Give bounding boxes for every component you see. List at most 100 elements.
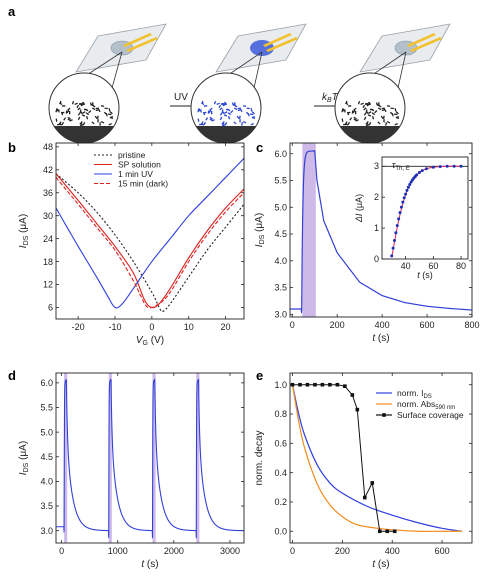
molecule bbox=[382, 115, 385, 120]
molecules-1 bbox=[55, 100, 114, 127]
x-tick-label: 400 bbox=[385, 546, 400, 556]
molecule bbox=[395, 111, 399, 115]
electrode-3b bbox=[410, 37, 442, 52]
y-tick-label: 3.5 bbox=[40, 501, 53, 511]
y-label-sub: DS bbox=[23, 235, 30, 245]
plot-frame bbox=[55, 372, 245, 544]
y-label-sub: DS bbox=[23, 462, 30, 472]
data-point bbox=[394, 231, 398, 235]
molecule bbox=[77, 107, 81, 111]
x-tick-label: 0 bbox=[149, 322, 154, 332]
data-point bbox=[397, 217, 401, 221]
molecule bbox=[251, 116, 256, 120]
molecule bbox=[367, 114, 372, 117]
y-label-main: I bbox=[254, 244, 265, 247]
molecule bbox=[223, 114, 228, 117]
y-tick-label: 0.4 bbox=[274, 468, 287, 478]
molecule bbox=[363, 112, 367, 116]
data-point bbox=[391, 246, 395, 250]
y-tick-label: 18 bbox=[43, 257, 53, 267]
x-label-sub: G bbox=[143, 340, 148, 347]
x-tick-label: 600 bbox=[420, 320, 435, 330]
molecule bbox=[197, 108, 200, 113]
molecule bbox=[65, 110, 68, 114]
data-point bbox=[406, 185, 410, 189]
molecule bbox=[109, 111, 113, 115]
data-point bbox=[459, 164, 463, 168]
legend-label: pristine bbox=[118, 150, 146, 160]
molecule bbox=[91, 107, 96, 111]
data-point bbox=[438, 165, 442, 169]
molecule bbox=[108, 122, 112, 126]
molecule bbox=[391, 112, 394, 117]
plot-area bbox=[290, 143, 472, 317]
x-label-main: t bbox=[372, 559, 376, 570]
panel-d-letter: d bbox=[8, 368, 16, 383]
data-point bbox=[313, 382, 317, 387]
x-tick-label: 1000 bbox=[108, 546, 128, 556]
data-point bbox=[335, 382, 340, 387]
molecule bbox=[71, 100, 75, 105]
y-tick-label: 48 bbox=[43, 142, 53, 152]
electrode-2b bbox=[266, 37, 298, 52]
molecule bbox=[67, 107, 71, 111]
y-tick-label: 5.0 bbox=[274, 202, 287, 212]
molecule bbox=[224, 122, 228, 126]
molecule bbox=[200, 122, 205, 126]
molecule bbox=[79, 124, 84, 127]
inset-y-main: ΔI bbox=[354, 213, 364, 223]
y-tick-label: 0.2 bbox=[274, 497, 287, 507]
inset-y-unit: (μA) bbox=[354, 194, 364, 214]
molecule bbox=[58, 102, 63, 106]
molecule bbox=[216, 102, 220, 106]
plot-frame bbox=[55, 142, 245, 320]
uv-highlight-band bbox=[64, 373, 68, 543]
molecule bbox=[66, 109, 70, 114]
data-point bbox=[392, 529, 397, 534]
y-tick-label: 6.0 bbox=[40, 378, 53, 388]
molecule bbox=[82, 122, 86, 126]
molecule bbox=[347, 121, 351, 126]
data-point bbox=[320, 382, 325, 387]
molecule bbox=[242, 120, 247, 124]
zoom-base-3 bbox=[340, 126, 400, 143]
molecule bbox=[108, 108, 111, 112]
y-tick-label: 0 bbox=[374, 254, 379, 264]
molecule bbox=[360, 102, 364, 106]
molecule bbox=[394, 108, 397, 112]
data-point bbox=[392, 238, 396, 242]
x-tick-label: 200 bbox=[330, 320, 345, 330]
y-tick-label: 3.5 bbox=[274, 283, 287, 293]
legend-label: SP solution bbox=[118, 160, 161, 170]
molecule bbox=[353, 107, 357, 111]
electrode-1b bbox=[126, 37, 158, 52]
data-point bbox=[370, 481, 375, 485]
x-label-main: V bbox=[136, 335, 144, 346]
tau-main: τ bbox=[392, 160, 396, 170]
x-label-unit: (V) bbox=[148, 335, 164, 346]
molecule bbox=[91, 121, 95, 125]
legend-main: norm. Abs bbox=[397, 399, 435, 409]
x-tick-label: -20 bbox=[72, 322, 85, 332]
y-tick-label: 6 bbox=[48, 303, 53, 313]
data-point bbox=[404, 192, 408, 196]
molecule bbox=[209, 107, 213, 111]
x-tick-label: 0 bbox=[59, 546, 64, 556]
y-label-main: I bbox=[18, 245, 29, 248]
panel-c-inset-chart: 40 60 80 0 1 2 3 τTh, E ΔI (μA) t (s) bbox=[354, 156, 469, 280]
molecule bbox=[371, 115, 375, 120]
molecule bbox=[347, 111, 350, 116]
molecule bbox=[109, 116, 114, 120]
data-point bbox=[424, 167, 428, 171]
molecule bbox=[342, 108, 345, 112]
legend-label: norm. IDS bbox=[397, 388, 432, 400]
molecule bbox=[352, 109, 356, 114]
molecule bbox=[211, 119, 215, 122]
x-axis-label: VG (V) bbox=[136, 335, 164, 347]
molecule bbox=[357, 100, 361, 105]
y-tick-label: 4.0 bbox=[274, 256, 287, 266]
